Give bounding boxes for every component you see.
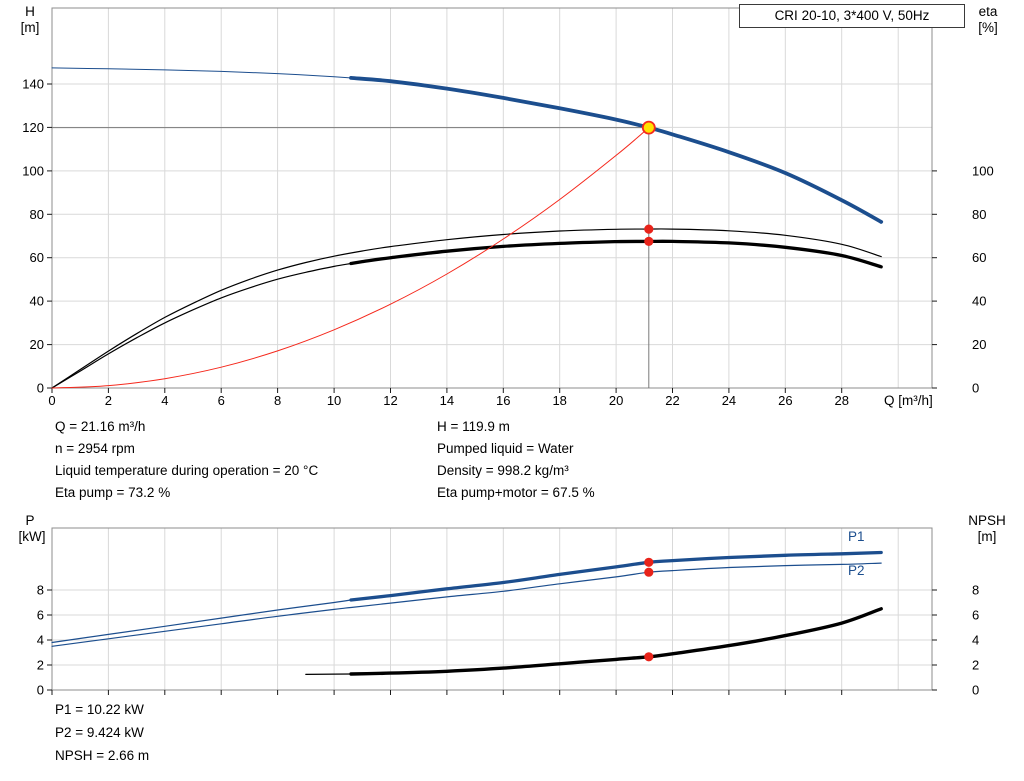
- tick-label: 2: [37, 658, 44, 673]
- tick-label: 12: [383, 393, 397, 408]
- tick-label: 40: [30, 294, 44, 309]
- plot-border: [51, 7, 933, 389]
- tick-label: 18: [552, 393, 566, 408]
- tick-label: 20: [972, 337, 986, 352]
- tick-label: 2: [972, 658, 979, 673]
- tick-label: 140: [22, 77, 44, 92]
- tick-label: 20: [30, 337, 44, 352]
- tick-label: 14: [440, 393, 454, 408]
- plot-border: [51, 527, 933, 691]
- tick-label: 28: [835, 393, 849, 408]
- tick-label: 0: [48, 393, 55, 408]
- tick-label: 10: [327, 393, 341, 408]
- tick-label: 26: [778, 393, 792, 408]
- tick-label: 120: [22, 120, 44, 135]
- operating-point[interactable]: [641, 120, 656, 135]
- tick-label: 0: [972, 381, 979, 396]
- result-p2: P2 = 9.424 kW: [55, 725, 144, 740]
- info-eta-total: Eta pump+motor = 67.5 %: [437, 485, 595, 500]
- tick-label: 60: [30, 250, 44, 265]
- head-curve: [349, 76, 884, 224]
- tick-label: 80: [972, 207, 986, 222]
- power-axis-unit: [kW]: [18, 529, 46, 544]
- tick-label: 8: [274, 393, 281, 408]
- system-curve-curve: [51, 127, 650, 389]
- tick-label: 100: [22, 163, 44, 178]
- head-axis-title: H: [25, 4, 35, 19]
- duty-value-marker: [644, 567, 654, 577]
- info-eta-pump: Eta pump = 73.2 %: [55, 485, 171, 500]
- tick-label: 8: [972, 583, 979, 598]
- tick-label: 6: [37, 608, 44, 623]
- npsh-curve: [349, 607, 883, 676]
- tick-label: 100: [972, 163, 994, 178]
- duty-value-marker: [644, 557, 654, 567]
- duty-value-marker: [644, 652, 654, 662]
- result-npsh: NPSH = 2.66 m: [55, 748, 150, 763]
- flow-axis-title: Q [m³/h]: [884, 393, 933, 408]
- npsh-axis-unit: [m]: [977, 529, 997, 544]
- tick-label: 2: [105, 393, 112, 408]
- tick-label: 16: [496, 393, 510, 408]
- duty-value-marker: [644, 224, 654, 234]
- tick-label: 0: [37, 683, 44, 698]
- head-axis-unit: [m]: [20, 20, 40, 35]
- tick-label: 60: [972, 250, 986, 265]
- tick-label: 22: [665, 393, 679, 408]
- power-axis-title: P: [25, 513, 35, 528]
- tick-label: 40: [972, 294, 986, 309]
- p1-curve-label: P1: [848, 529, 865, 544]
- tick-label: 80: [30, 207, 44, 222]
- eta-pump-motor-curve: [51, 262, 352, 389]
- tick-label: 8: [37, 583, 44, 598]
- npsh-axis-title: NPSH: [968, 513, 1006, 528]
- tick-label: 0: [37, 381, 44, 396]
- eta-pump-motor-curve: [349, 239, 883, 269]
- duty-value-marker: [644, 236, 654, 246]
- tick-label: 4: [161, 393, 168, 408]
- tick-label: 6: [972, 608, 979, 623]
- eta-axis-unit: [%]: [978, 20, 998, 35]
- p1-curve: [51, 599, 352, 644]
- tick-label: 4: [972, 633, 979, 648]
- info-head: H = 119.9 m: [437, 419, 510, 434]
- tick-label: 4: [37, 633, 44, 648]
- result-p1: P1 = 10.22 kW: [55, 702, 144, 717]
- tick-label: 6: [218, 393, 225, 408]
- eta-axis-title: eta: [978, 4, 998, 19]
- info-liquid: Pumped liquid = Water: [437, 441, 574, 456]
- head-curve: [51, 67, 352, 79]
- tick-label: 20: [609, 393, 623, 408]
- info-speed: n = 2954 rpm: [55, 441, 135, 456]
- tick-label: 24: [722, 393, 736, 408]
- p1-curve: [349, 550, 883, 602]
- info-flow: Q = 21.16 m³/h: [55, 419, 146, 434]
- tick-label: 0: [972, 683, 979, 698]
- info-temperature: Liquid temperature during operation = 20…: [55, 463, 319, 478]
- pump-designation-box: CRI 20-10, 3*400 V, 50Hz: [739, 4, 965, 28]
- p2-curve: [51, 562, 882, 647]
- p2-curve-label: P2: [848, 563, 865, 578]
- eta-pump-curve: [51, 228, 882, 389]
- info-density: Density = 998.2 kg/m³: [437, 463, 569, 478]
